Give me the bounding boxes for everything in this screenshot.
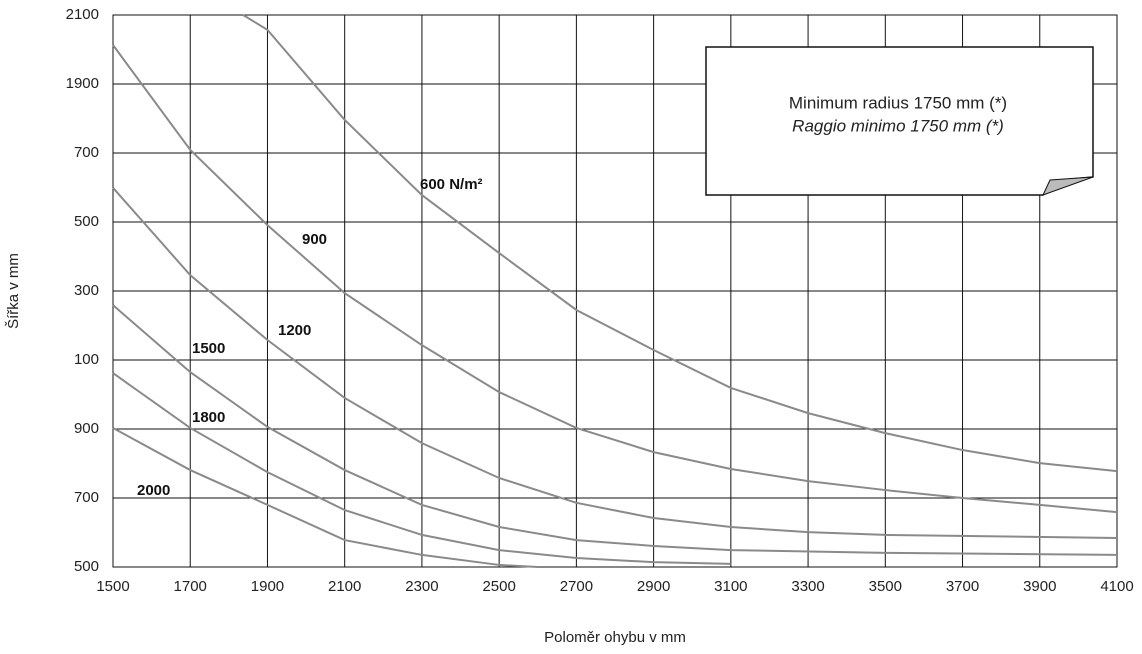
x-tick-label: 1900 [251, 578, 284, 595]
y-tick-label: 500 [74, 558, 99, 575]
curve [242, 14, 1118, 473]
curve-label: 1800 [192, 409, 225, 426]
x-tick-label: 3900 [1023, 578, 1056, 595]
curve [112, 372, 731, 565]
x-tick-label: 2700 [560, 578, 593, 595]
curve [112, 427, 538, 568]
y-tick-label: 700 [74, 489, 99, 506]
x-tick-label: 1700 [174, 578, 207, 595]
x-tick-label: 3500 [869, 578, 902, 595]
x-axis-label: Poloměr ohybu v mm [544, 629, 686, 646]
x-tick-label: 3700 [946, 578, 979, 595]
callout: Minimum radius 1750 mm (*) Raggio minimo … [705, 46, 1094, 196]
x-tick-label: 4100 [1100, 578, 1133, 595]
y-tick-label: 700 [74, 144, 99, 161]
y-tick-label: 2100 [66, 6, 99, 23]
curve-label: 2000 [137, 482, 170, 499]
curve [112, 187, 1118, 540]
y-tick-label: 900 [74, 420, 99, 437]
curve-label: 1500 [192, 340, 225, 357]
y-tick-label: 300 [74, 282, 99, 299]
y-tick-label: 500 [74, 213, 99, 230]
curve-label: 1200 [278, 322, 311, 339]
y-tick-label: 100 [74, 351, 99, 368]
curve [112, 44, 1118, 514]
annotation: Minimum radius 1750 mm (*) [789, 93, 1007, 112]
x-tick-label: 2300 [405, 578, 438, 595]
x-tick-label: 3300 [791, 578, 824, 595]
x-tick-label: 1500 [96, 578, 129, 595]
x-tick-label: 2100 [328, 578, 361, 595]
annotation: Raggio minimo 1750 mm (*) [792, 116, 1004, 135]
curve [112, 304, 1118, 556]
x-tick-label: 2900 [637, 578, 670, 595]
curve-label: 900 [302, 231, 327, 248]
x-tick-label: 2500 [482, 578, 515, 595]
curve-label: 600 N/m² [420, 176, 483, 193]
y-axis-label: Šířka v mm [5, 253, 22, 329]
x-tick-label: 3100 [714, 578, 747, 595]
callout-fold [1042, 176, 1094, 196]
y-tick-label: 1900 [66, 75, 99, 92]
